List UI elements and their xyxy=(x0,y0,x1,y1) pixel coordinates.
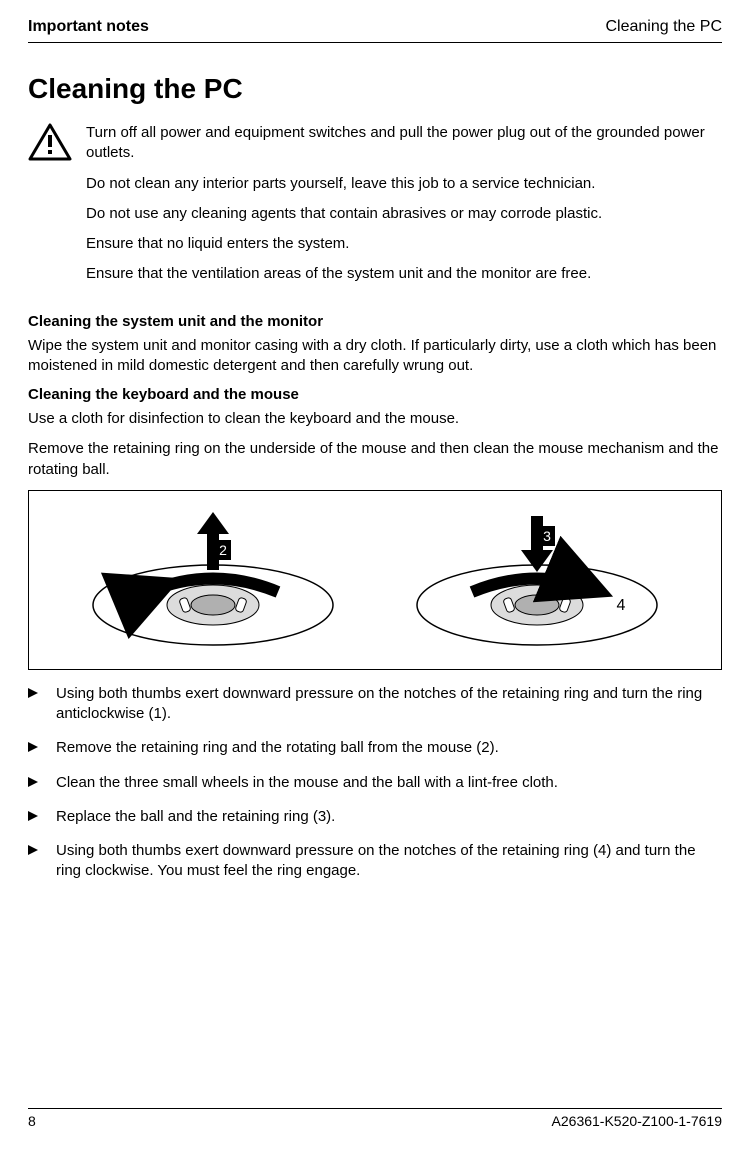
step-item: Using both thumbs exert downward pressur… xyxy=(28,841,722,882)
step-item: Clean the three small wheels in the mous… xyxy=(28,773,722,793)
triangle-bullet-icon xyxy=(28,841,38,855)
section1-text: Wipe the system unit and monitor casing … xyxy=(28,336,722,377)
diagram-label-1: 1 xyxy=(139,597,148,614)
page-header: Important notes Cleaning the PC xyxy=(28,18,722,43)
footer-page-number: 8 xyxy=(28,1113,36,1129)
step-text: Using both thumbs exert downward pressur… xyxy=(56,684,722,725)
mouse-diagram-close: 3 4 xyxy=(397,500,677,660)
triangle-bullet-icon xyxy=(28,773,38,787)
step-text: Using both thumbs exert downward pressur… xyxy=(56,841,722,882)
step-text: Remove the retaining ring and the rotati… xyxy=(56,738,499,758)
warning-icon xyxy=(28,123,72,161)
mouse-diagram-open: 1 2 xyxy=(73,500,353,660)
step-item: Remove the retaining ring and the rotati… xyxy=(28,738,722,758)
section1-heading: Cleaning the system unit and the monitor xyxy=(28,313,722,330)
diagram-label-3: 3 xyxy=(543,528,551,544)
triangle-bullet-icon xyxy=(28,738,38,752)
step-item: Using both thumbs exert downward pressur… xyxy=(28,684,722,725)
page-title: Cleaning the PC xyxy=(28,73,722,105)
step-text: Clean the three small wheels in the mous… xyxy=(56,773,558,793)
warning-line: Ensure that the ventilation areas of the… xyxy=(86,264,722,284)
triangle-bullet-icon xyxy=(28,684,38,698)
diagram-label-2: 2 xyxy=(219,542,227,558)
header-right: Cleaning the PC xyxy=(605,18,722,36)
section2-text1: Use a cloth for disinfection to clean th… xyxy=(28,409,722,429)
warning-line: Turn off all power and equipment switche… xyxy=(86,123,722,164)
section2-text2: Remove the retaining ring on the undersi… xyxy=(28,439,722,480)
warning-line: Do not use any cleaning agents that cont… xyxy=(86,204,722,224)
warning-block: Turn off all power and equipment switche… xyxy=(28,123,722,295)
warning-line: Do not clean any interior parts yourself… xyxy=(86,174,722,194)
warning-text: Turn off all power and equipment switche… xyxy=(86,123,722,295)
mouse-diagram: 1 2 3 xyxy=(28,490,722,670)
step-text: Replace the ball and the retaining ring … xyxy=(56,807,335,827)
section2-heading: Cleaning the keyboard and the mouse xyxy=(28,386,722,403)
step-list: Using both thumbs exert downward pressur… xyxy=(28,684,722,882)
page-footer: 8 A26361-K520-Z100-1-7619 xyxy=(28,1108,722,1129)
page: Important notes Cleaning the PC Cleaning… xyxy=(0,0,750,1155)
footer-doc-id: A26361-K520-Z100-1-7619 xyxy=(552,1113,722,1129)
step-item: Replace the ball and the retaining ring … xyxy=(28,807,722,827)
triangle-bullet-icon xyxy=(28,807,38,821)
warning-line: Ensure that no liquid enters the system. xyxy=(86,234,722,254)
header-left: Important notes xyxy=(28,18,149,36)
diagram-label-4: 4 xyxy=(617,597,626,614)
